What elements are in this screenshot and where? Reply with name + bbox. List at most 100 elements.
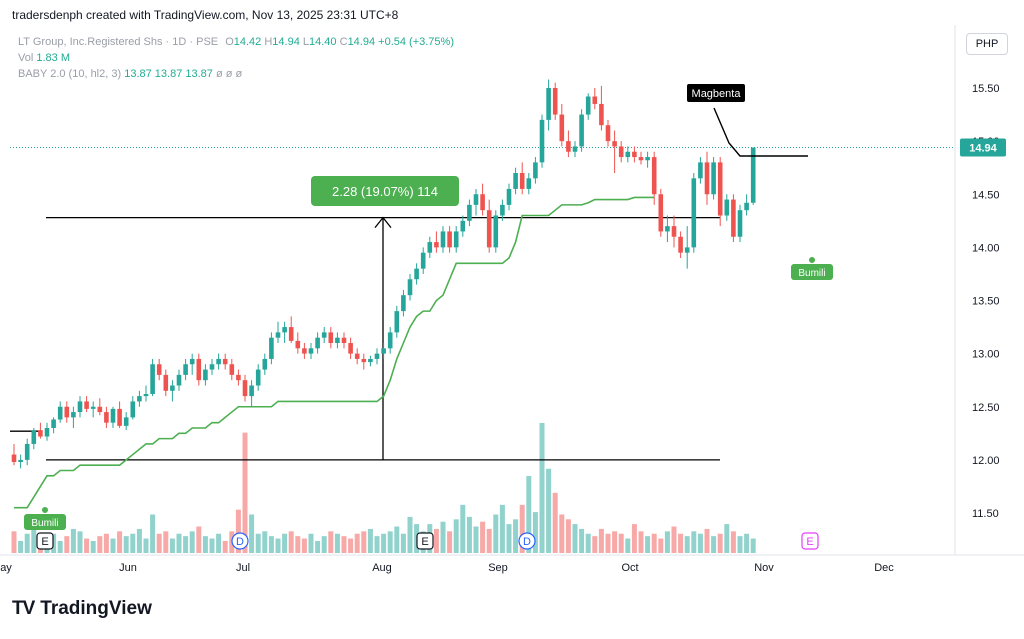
dividend-marker bbox=[518, 532, 536, 550]
volume-bar bbox=[249, 514, 255, 553]
candle-body bbox=[480, 194, 485, 211]
volume-bar bbox=[605, 533, 611, 553]
volume-bar bbox=[321, 536, 327, 553]
volume-bar bbox=[486, 528, 492, 553]
volume-bar bbox=[704, 528, 710, 553]
volume-bar bbox=[598, 528, 604, 553]
candle-body bbox=[209, 364, 215, 370]
indicator-value-1: 13.87 bbox=[124, 68, 152, 80]
candle-body bbox=[189, 358, 195, 365]
buy-signal-1-box bbox=[24, 514, 66, 530]
volume-bar bbox=[526, 475, 532, 553]
volume-bar bbox=[539, 423, 545, 553]
candle-body bbox=[717, 162, 723, 216]
candle-body bbox=[143, 394, 149, 397]
buy-signal-1-dot bbox=[42, 507, 48, 513]
volume-bar bbox=[466, 516, 472, 553]
candle-body bbox=[262, 358, 268, 370]
candle-body bbox=[381, 348, 386, 354]
volume-bar bbox=[671, 526, 677, 553]
dividend-marker-label: D bbox=[236, 536, 244, 548]
candle-body bbox=[97, 406, 103, 413]
volume-bar bbox=[499, 504, 505, 553]
y-tick-label: 14.50 bbox=[972, 189, 1000, 201]
volume-bar bbox=[341, 536, 347, 553]
low-label: L bbox=[302, 36, 310, 48]
candle-body bbox=[500, 204, 505, 216]
volume-bar bbox=[480, 521, 486, 553]
candle-body bbox=[64, 406, 70, 418]
tradingview-brand: TradingView bbox=[40, 598, 152, 619]
volume-bar bbox=[84, 538, 90, 553]
x-tick-label: Dec bbox=[874, 562, 894, 574]
candle-body bbox=[513, 173, 518, 189]
candle-body bbox=[163, 374, 169, 391]
candle-body bbox=[506, 188, 512, 205]
volume-bar bbox=[143, 538, 149, 553]
low-value: 14.40 bbox=[309, 36, 337, 48]
candle-body bbox=[698, 162, 703, 179]
candle-body bbox=[638, 157, 644, 161]
buy-signal-1-text: Bumili bbox=[31, 518, 58, 529]
candle-body bbox=[632, 151, 637, 158]
volume-bar bbox=[328, 531, 334, 553]
volume-bar bbox=[288, 531, 294, 553]
candle-body bbox=[420, 252, 426, 269]
candle-body bbox=[236, 374, 241, 381]
indicator-value-3: 13.87 bbox=[185, 68, 213, 80]
indicator-name[interactable]: BABY 2.0 (10, hl2, 3) bbox=[18, 68, 122, 80]
candle-body bbox=[684, 247, 690, 253]
y-tick-label: 12.00 bbox=[972, 455, 1000, 467]
candle-body bbox=[599, 103, 604, 126]
volume-bar bbox=[612, 531, 618, 553]
volume-bar bbox=[453, 519, 459, 553]
currency-button[interactable]: PHP bbox=[966, 33, 1008, 55]
legend-ohlc: LT Group, Inc.Registered Shs · 1D · PSE … bbox=[18, 36, 454, 48]
candle-body bbox=[51, 419, 56, 428]
volume-label[interactable]: Vol bbox=[18, 52, 34, 64]
volume-bar bbox=[387, 531, 393, 553]
volume-bar bbox=[216, 533, 222, 553]
volume-bar bbox=[546, 468, 552, 553]
price-chart[interactable]: 15.5015.0014.5014.0013.5013.0012.5012.00… bbox=[0, 0, 1024, 590]
candle-body bbox=[539, 119, 545, 163]
candle-body bbox=[665, 226, 670, 232]
volume-bar bbox=[572, 524, 578, 553]
volume-bar bbox=[447, 531, 453, 553]
buy-signal-2-text: Bumili bbox=[798, 268, 825, 279]
candle-body bbox=[242, 380, 248, 397]
volume-bar bbox=[433, 528, 439, 553]
volume-bar bbox=[697, 533, 703, 553]
volume-bar bbox=[506, 524, 512, 553]
candle-body bbox=[585, 96, 591, 115]
volume-bar bbox=[691, 531, 697, 553]
candle-body bbox=[704, 162, 710, 195]
volume-bar bbox=[559, 514, 565, 553]
magbenta-line bbox=[713, 107, 808, 157]
symbol-name[interactable]: LT Group, Inc.Registered Shs · 1D · PSE bbox=[18, 36, 219, 48]
candle-body bbox=[394, 311, 400, 333]
y-tick-label: 11.50 bbox=[972, 508, 999, 520]
candle-body bbox=[493, 215, 499, 248]
candle-body bbox=[222, 358, 228, 365]
volume-bar bbox=[136, 528, 142, 553]
candle-body bbox=[321, 332, 327, 338]
candle-body bbox=[308, 348, 314, 354]
candle-body bbox=[341, 337, 347, 343]
dividend-marker bbox=[231, 532, 249, 550]
measure-arrow-head bbox=[374, 216, 392, 229]
candle-body bbox=[651, 157, 657, 195]
volume-bar bbox=[400, 533, 406, 553]
candle-body bbox=[44, 428, 50, 437]
x-tick-label: Jul bbox=[236, 562, 250, 574]
volume-bar bbox=[222, 540, 228, 553]
volume-bar bbox=[367, 528, 373, 553]
volume-bar bbox=[625, 538, 631, 553]
candle-body bbox=[572, 146, 578, 152]
candle-body bbox=[315, 337, 320, 349]
candle-body bbox=[737, 210, 743, 237]
earnings-marker bbox=[801, 532, 819, 550]
candle-body bbox=[354, 353, 360, 359]
volume-bar bbox=[493, 514, 499, 553]
volume-bar bbox=[196, 526, 202, 553]
